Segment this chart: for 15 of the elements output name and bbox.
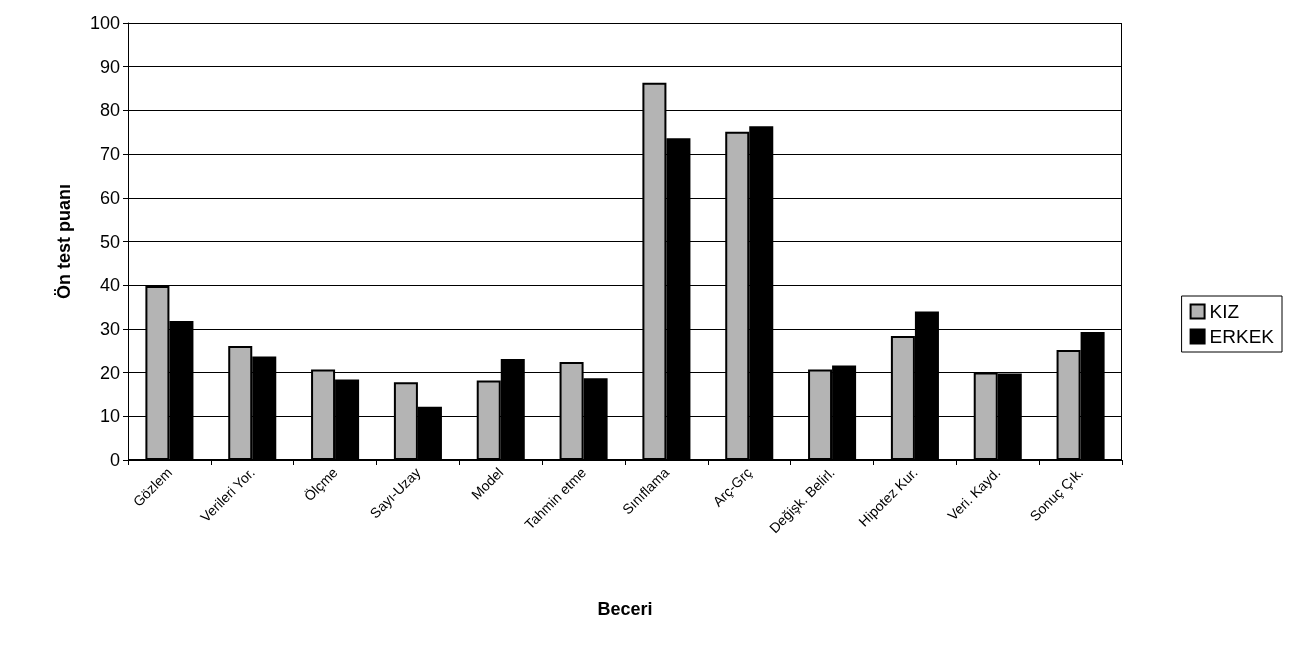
y-tick-label: 80	[99, 100, 120, 121]
y-tick-label: 0	[109, 450, 120, 470]
y-tick-label: 70	[99, 144, 120, 165]
y-tick-label: 40	[99, 275, 120, 296]
legend-label: ERKEK	[1209, 326, 1275, 347]
y-tick-label: 10	[99, 406, 120, 427]
y-tick-label: 30	[99, 318, 120, 339]
y-tick-label: 50	[99, 231, 120, 252]
y-tick-label: 100	[89, 13, 120, 33]
y-tick-label: 60	[99, 187, 120, 208]
legend-label: KIZ	[1209, 301, 1240, 322]
y-tick-label: 90	[99, 56, 120, 77]
y-axis-title: Ön test puanı	[54, 183, 74, 300]
x-axis-title: Beceri	[597, 599, 653, 619]
y-tick-label: 20	[99, 362, 120, 383]
